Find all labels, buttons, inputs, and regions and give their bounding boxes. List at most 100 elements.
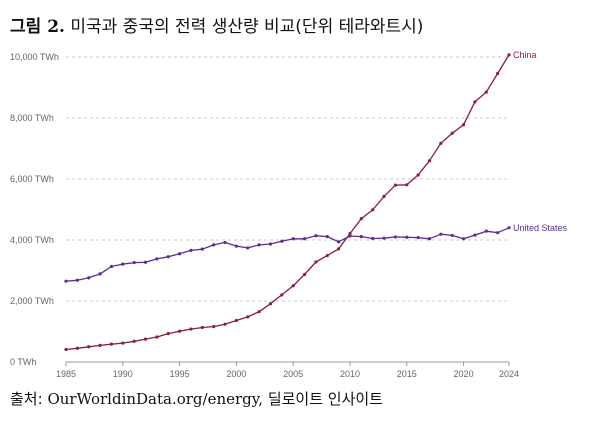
- data-point-china: [450, 131, 454, 135]
- data-point-china: [121, 341, 125, 345]
- data-point-china: [189, 327, 193, 331]
- data-point-us: [484, 229, 488, 233]
- x-tick-label: 2010: [340, 369, 360, 379]
- data-point-us: [132, 260, 136, 265]
- x-tick-label: 2024: [499, 369, 519, 379]
- data-point-us: [348, 234, 352, 238]
- data-point-china: [87, 345, 91, 349]
- data-point-us: [212, 243, 216, 247]
- data-point-us: [223, 240, 227, 245]
- data-point-us: [371, 236, 375, 241]
- data-point-china: [75, 346, 79, 350]
- figure-title-text: 미국과 중국의 전력 생산량 비교(단위 테라와트시): [70, 17, 424, 37]
- data-point-us: [325, 235, 329, 239]
- y-tick-label: 10,000 TWh: [10, 52, 59, 62]
- data-point-china: [143, 337, 148, 341]
- y-tick-label: 0 TWh: [10, 357, 36, 367]
- series-line-china: [65, 54, 510, 351]
- data-point-china: [461, 123, 466, 127]
- data-point-us: [200, 247, 204, 251]
- data-point-china: [98, 343, 102, 347]
- source-line: 출처: OurWorldinData.org/energy, 딜로이트 인사이트: [10, 388, 383, 409]
- data-point-us: [143, 260, 148, 264]
- series-label-china: China: [513, 50, 537, 60]
- series-line-us: [65, 227, 510, 282]
- data-point-us: [189, 248, 193, 252]
- data-point-us: [450, 233, 454, 238]
- data-point-us: [461, 237, 466, 241]
- data-point-china: [64, 347, 68, 352]
- data-point-china: [234, 318, 238, 323]
- y-tick-label: 4,000 TWh: [10, 235, 54, 245]
- figure-title: 그림 2. 미국과 중국의 전력 생산량 비교(단위 테라와트시): [10, 12, 423, 37]
- source-note: 딜로이트 인사이트: [267, 390, 383, 408]
- data-point-us: [507, 226, 511, 230]
- x-tick-label: 2015: [397, 369, 417, 379]
- data-point-china: [507, 53, 511, 57]
- data-point-china: [359, 217, 363, 221]
- y-axis-ticks: 0 TWh 2,000 TWh 4,000 TWh 6,000 TWh 8,000 TW…: [10, 52, 59, 367]
- data-point-us: [87, 276, 91, 280]
- data-point-us: [166, 255, 170, 259]
- data-point-china: [393, 183, 398, 187]
- grid-lines: [66, 56, 509, 302]
- data-point-china: [405, 183, 409, 187]
- data-point-us: [473, 233, 477, 237]
- source-prefix: 출처:: [10, 390, 43, 408]
- data-point-us: [98, 272, 102, 276]
- data-point-china: [257, 310, 261, 314]
- y-tick-label: 6,000 TWh: [10, 174, 54, 184]
- data-point-china: [155, 335, 159, 339]
- data-point-us: [234, 244, 238, 248]
- data-point-us: [314, 234, 318, 238]
- data-point-china: [496, 71, 500, 76]
- data-point-china: [371, 208, 375, 212]
- data-point-china: [212, 325, 216, 329]
- data-point-china: [109, 342, 114, 346]
- data-point-us: [109, 264, 114, 269]
- data-point-us: [280, 239, 284, 243]
- data-point-china: [177, 329, 182, 333]
- series-labels: China United States: [513, 50, 568, 233]
- data-point-us: [393, 235, 398, 239]
- data-point-us: [359, 235, 363, 239]
- data-point-us: [121, 262, 125, 266]
- source-link[interactable]: OurWorldinData.org/energy,: [47, 390, 264, 408]
- data-point-china: [484, 90, 488, 94]
- y-tick-label: 8,000 TWh: [10, 113, 54, 123]
- series-lines: [64, 53, 511, 352]
- data-point-us: [337, 240, 341, 244]
- data-point-china: [200, 325, 204, 330]
- data-point-us: [427, 237, 432, 241]
- x-tick-label: 2005: [283, 369, 303, 379]
- data-point-china: [291, 284, 295, 288]
- data-point-china: [473, 100, 477, 104]
- data-point-us: [155, 257, 159, 261]
- data-point-us: [302, 237, 307, 241]
- figure-label: 그림 2.: [10, 17, 65, 37]
- data-point-us: [496, 231, 500, 235]
- data-point-china: [416, 173, 420, 177]
- data-point-us: [75, 278, 79, 282]
- data-point-china: [166, 332, 170, 336]
- data-point-us: [405, 235, 409, 239]
- data-point-china: [439, 141, 443, 145]
- data-point-china: [302, 272, 307, 277]
- data-point-us: [382, 236, 386, 240]
- data-point-china: [314, 260, 318, 264]
- x-tick-label: 2000: [226, 369, 246, 379]
- data-point-china: [132, 339, 136, 343]
- x-tick-label: 1995: [170, 369, 190, 379]
- data-point-us: [177, 252, 182, 256]
- y-tick-label: 2,000 TWh: [10, 296, 54, 306]
- data-point-china: [337, 247, 341, 251]
- data-point-us: [416, 235, 420, 240]
- data-point-us: [291, 237, 295, 241]
- data-point-china: [223, 322, 227, 326]
- data-point-china: [348, 231, 352, 236]
- data-point-china: [325, 253, 329, 258]
- data-point-us: [268, 242, 273, 246]
- x-axis: 1985 1990 1995 2000 2005 2010 2015 2020 2024: [56, 361, 519, 379]
- data-point-china: [268, 302, 273, 306]
